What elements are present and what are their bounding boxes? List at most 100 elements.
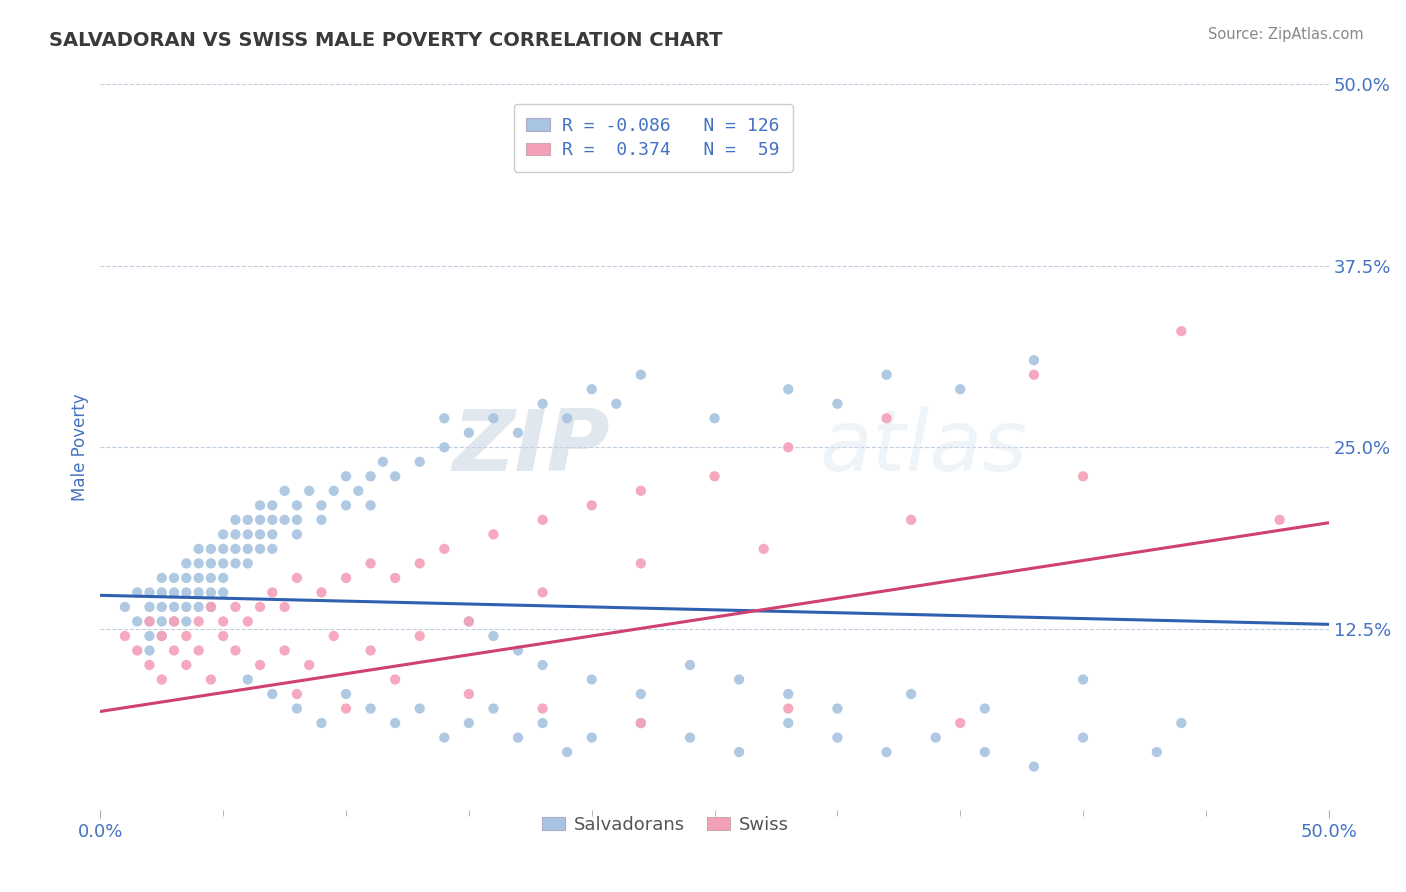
Point bbox=[176, 571, 198, 585]
Point bbox=[163, 585, 186, 599]
Point bbox=[778, 716, 800, 731]
Point bbox=[924, 731, 946, 745]
Point bbox=[150, 615, 173, 629]
Point bbox=[506, 731, 529, 745]
Point bbox=[249, 541, 271, 556]
Point bbox=[150, 673, 173, 687]
Point bbox=[1071, 469, 1094, 483]
Point bbox=[236, 527, 259, 541]
Point bbox=[778, 687, 800, 701]
Point bbox=[200, 673, 222, 687]
Point bbox=[703, 411, 725, 425]
Point bbox=[163, 643, 186, 657]
Point bbox=[236, 513, 259, 527]
Point bbox=[506, 643, 529, 657]
Point bbox=[249, 499, 271, 513]
Point bbox=[138, 599, 160, 614]
Point bbox=[285, 527, 308, 541]
Point bbox=[249, 513, 271, 527]
Point bbox=[409, 557, 432, 571]
Point bbox=[409, 701, 432, 715]
Point bbox=[249, 658, 271, 673]
Point bbox=[187, 615, 209, 629]
Point bbox=[409, 455, 432, 469]
Point bbox=[200, 541, 222, 556]
Point bbox=[876, 411, 898, 425]
Point bbox=[262, 585, 284, 599]
Point bbox=[1022, 759, 1045, 773]
Point bbox=[531, 701, 554, 715]
Point bbox=[531, 716, 554, 731]
Point bbox=[163, 615, 186, 629]
Point bbox=[531, 513, 554, 527]
Point bbox=[581, 731, 603, 745]
Point bbox=[482, 629, 505, 643]
Point bbox=[138, 629, 160, 643]
Point bbox=[949, 382, 972, 396]
Point bbox=[200, 585, 222, 599]
Point bbox=[679, 731, 702, 745]
Point bbox=[212, 585, 235, 599]
Point bbox=[457, 615, 479, 629]
Point bbox=[335, 571, 357, 585]
Point bbox=[138, 615, 160, 629]
Point bbox=[298, 658, 321, 673]
Point bbox=[630, 557, 652, 571]
Point bbox=[335, 499, 357, 513]
Point bbox=[1071, 673, 1094, 687]
Point bbox=[236, 541, 259, 556]
Point bbox=[384, 571, 406, 585]
Point bbox=[285, 701, 308, 715]
Point bbox=[138, 585, 160, 599]
Point bbox=[531, 658, 554, 673]
Point bbox=[778, 382, 800, 396]
Point bbox=[150, 629, 173, 643]
Point bbox=[138, 615, 160, 629]
Point bbox=[200, 599, 222, 614]
Point bbox=[163, 571, 186, 585]
Point bbox=[212, 571, 235, 585]
Point bbox=[581, 673, 603, 687]
Point bbox=[273, 483, 295, 498]
Point bbox=[114, 629, 136, 643]
Point bbox=[200, 571, 222, 585]
Point bbox=[335, 701, 357, 715]
Point bbox=[285, 499, 308, 513]
Point bbox=[752, 541, 775, 556]
Point bbox=[728, 673, 751, 687]
Point bbox=[138, 658, 160, 673]
Point bbox=[187, 585, 209, 599]
Point bbox=[273, 513, 295, 527]
Point bbox=[876, 745, 898, 759]
Point bbox=[187, 541, 209, 556]
Point bbox=[371, 455, 394, 469]
Point bbox=[457, 716, 479, 731]
Point bbox=[212, 527, 235, 541]
Point bbox=[1146, 745, 1168, 759]
Point bbox=[581, 382, 603, 396]
Point bbox=[876, 368, 898, 382]
Point bbox=[262, 541, 284, 556]
Point bbox=[360, 701, 382, 715]
Y-axis label: Male Poverty: Male Poverty bbox=[72, 393, 89, 501]
Point bbox=[311, 499, 333, 513]
Point bbox=[163, 599, 186, 614]
Point bbox=[224, 527, 246, 541]
Point bbox=[360, 499, 382, 513]
Point bbox=[482, 527, 505, 541]
Point bbox=[311, 585, 333, 599]
Point bbox=[262, 687, 284, 701]
Point bbox=[311, 716, 333, 731]
Point bbox=[249, 599, 271, 614]
Point bbox=[200, 599, 222, 614]
Point bbox=[176, 557, 198, 571]
Point bbox=[224, 643, 246, 657]
Point bbox=[409, 629, 432, 643]
Point bbox=[347, 483, 370, 498]
Point bbox=[127, 585, 149, 599]
Text: SALVADORAN VS SWISS MALE POVERTY CORRELATION CHART: SALVADORAN VS SWISS MALE POVERTY CORRELA… bbox=[49, 31, 723, 50]
Point bbox=[630, 368, 652, 382]
Point bbox=[360, 643, 382, 657]
Point bbox=[224, 557, 246, 571]
Point bbox=[285, 513, 308, 527]
